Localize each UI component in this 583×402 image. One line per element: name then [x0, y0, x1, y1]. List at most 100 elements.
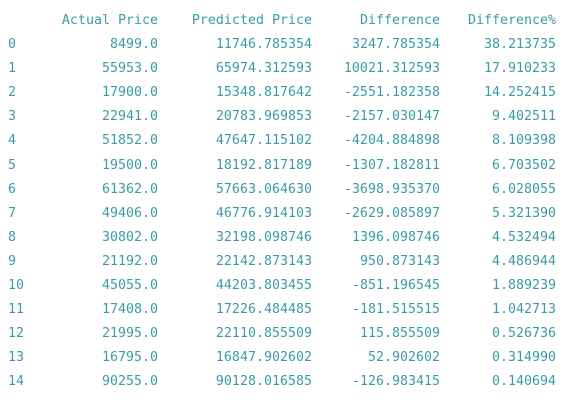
table-row: 11 17408.0 17226.484485 -181.515515 1.042713 [8, 298, 556, 322]
cell-difference-percent: 6.028055 [491, 181, 556, 197]
column-header-difference-percent: Difference% [467, 13, 556, 28]
cell-difference-percent: 5.321390 [491, 205, 556, 221]
table-row: 5 19500.0 18192.817189 -1307.182811 6.703502 [8, 154, 556, 178]
cell-difference: -1307.182811 [343, 157, 440, 173]
cell-actual-price: 16795.0 [101, 350, 158, 366]
row-index: 8 [8, 229, 17, 245]
cell-actual-price: 22941.0 [101, 109, 158, 125]
cell-predicted-price: 22110.855509 [215, 326, 312, 342]
cell-actual-price: 21995.0 [101, 326, 158, 342]
cell-difference: -4204.884898 [343, 133, 440, 149]
cell-actual-price: 61362.0 [101, 181, 158, 197]
cell-difference-percent: 9.402511 [491, 109, 556, 125]
cell-predicted-price: 65974.312593 [215, 61, 312, 77]
cell-difference-percent: 4.486944 [491, 253, 556, 269]
table-row: 0 8499.0 11746.785354 3247.785354 38.213735 [8, 33, 556, 57]
cell-difference-percent: 0.140694 [491, 374, 556, 390]
cell-difference: -2551.182358 [343, 85, 440, 101]
cell-predicted-price: 15348.817642 [215, 85, 312, 101]
cell-predicted-price: 17226.484485 [215, 302, 312, 318]
cell-difference-percent: 1.042713 [491, 302, 556, 318]
cell-actual-price: 17900.0 [101, 85, 158, 101]
row-index: 11 [8, 302, 25, 318]
cell-difference: 10021.312593 [343, 61, 440, 77]
row-index: 0 [8, 37, 17, 53]
cell-predicted-price: 22142.873143 [215, 253, 312, 269]
cell-difference: 52.902602 [367, 350, 440, 366]
cell-predicted-price: 32198.098746 [215, 229, 312, 245]
index-header [8, 9, 38, 33]
cell-difference-percent: 4.532494 [491, 229, 556, 245]
row-index: 13 [8, 350, 25, 366]
header-row: Actual Price Predicted Price Difference … [8, 9, 556, 33]
cell-actual-price: 49406.0 [101, 205, 158, 221]
row-index: 4 [8, 133, 17, 149]
table-row: 3 22941.0 20783.969853 -2157.030147 9.402511 [8, 105, 556, 129]
table-row: 7 49406.0 46776.914103 -2629.085897 5.321390 [8, 202, 556, 226]
row-index: 2 [8, 85, 17, 101]
table-body: 0 8499.0 11746.785354 3247.785354 38.213735 1… [8, 33, 556, 394]
cell-difference: 1396.098746 [351, 229, 440, 245]
cell-predicted-price: 47647.115102 [215, 133, 312, 149]
table-row: 12 21995.0 22110.855509 115.855509 0.526736 [8, 322, 556, 346]
cell-actual-price: 55953.0 [101, 61, 158, 77]
row-index: 3 [8, 109, 17, 125]
cell-difference: 950.873143 [359, 253, 440, 269]
cell-actual-price: 30802.0 [101, 229, 158, 245]
column-header-predicted-price: Predicted Price [191, 13, 312, 28]
cell-predicted-price: 16847.902602 [215, 350, 312, 366]
row-index: 5 [8, 157, 17, 173]
cell-difference-percent: 0.314990 [491, 350, 556, 366]
cell-actual-price: 51852.0 [101, 133, 158, 149]
table-header: Actual Price Predicted Price Difference … [8, 9, 556, 33]
cell-difference: -3698.935370 [343, 181, 440, 197]
cell-difference-percent: 38.213735 [483, 37, 556, 53]
cell-difference-percent: 1.889239 [491, 278, 556, 294]
column-header-actual-price: Actual Price [61, 13, 158, 28]
table-row: 6 61362.0 57663.064630 -3698.935370 6.028055 [8, 178, 556, 202]
row-index: 12 [8, 326, 25, 342]
cell-difference-percent: 17.910233 [483, 61, 556, 77]
cell-predicted-price: 57663.064630 [215, 181, 312, 197]
table-row: 1 55953.0 65974.312593 10021.312593 17.91023… [8, 57, 556, 81]
cell-difference: -851.196545 [351, 278, 440, 294]
cell-difference-percent: 14.252415 [483, 85, 556, 101]
column-header-difference: Difference [359, 13, 440, 28]
cell-difference: -2157.030147 [343, 109, 440, 125]
row-index: 9 [8, 253, 17, 269]
row-index: 10 [8, 278, 25, 294]
table-row: 8 30802.0 32198.098746 1396.098746 4.532494 [8, 226, 556, 250]
cell-actual-price: 45055.0 [101, 278, 158, 294]
cell-predicted-price: 20783.969853 [215, 109, 312, 125]
cell-actual-price: 19500.0 [101, 157, 158, 173]
cell-difference-percent: 8.109398 [491, 133, 556, 149]
cell-predicted-price: 18192.817189 [215, 157, 312, 173]
cell-predicted-price: 90128.016585 [215, 374, 312, 390]
dataframe-table: Actual Price Predicted Price Difference … [8, 9, 556, 395]
table-row: 9 21192.0 22142.873143 950.873143 4.486944 [8, 250, 556, 274]
cell-difference: 115.855509 [359, 326, 440, 342]
cell-predicted-price: 44203.803455 [215, 278, 312, 294]
table-row: 2 17900.0 15348.817642 -2551.182358 14.25241… [8, 81, 556, 105]
cell-predicted-price: 11746.785354 [215, 37, 312, 53]
cell-difference: -126.983415 [351, 374, 440, 390]
row-index: 1 [8, 61, 17, 77]
cell-predicted-price: 46776.914103 [215, 205, 312, 221]
cell-actual-price: 21192.0 [101, 253, 158, 269]
cell-actual-price: 90255.0 [101, 374, 158, 390]
table-row: 4 51852.0 47647.115102 -4204.884898 8.109398 [8, 129, 556, 153]
row-index: 7 [8, 205, 17, 221]
cell-actual-price: 8499.0 [109, 37, 158, 53]
cell-difference-percent: 6.703502 [491, 157, 556, 173]
cell-difference-percent: 0.526736 [491, 326, 556, 342]
row-index: 14 [8, 374, 25, 390]
table-row: 14 90255.0 90128.016585 -126.983415 0.140694 [8, 370, 556, 394]
table-row: 10 45055.0 44203.803455 -851.196545 1.889239 [8, 274, 556, 298]
table-row: 13 16795.0 16847.902602 52.902602 0.314990 [8, 346, 556, 370]
cell-difference: -2629.085897 [343, 205, 440, 221]
cell-difference: -181.515515 [351, 302, 440, 318]
cell-difference: 3247.785354 [351, 37, 440, 53]
row-index: 6 [8, 181, 17, 197]
cell-actual-price: 17408.0 [101, 302, 158, 318]
